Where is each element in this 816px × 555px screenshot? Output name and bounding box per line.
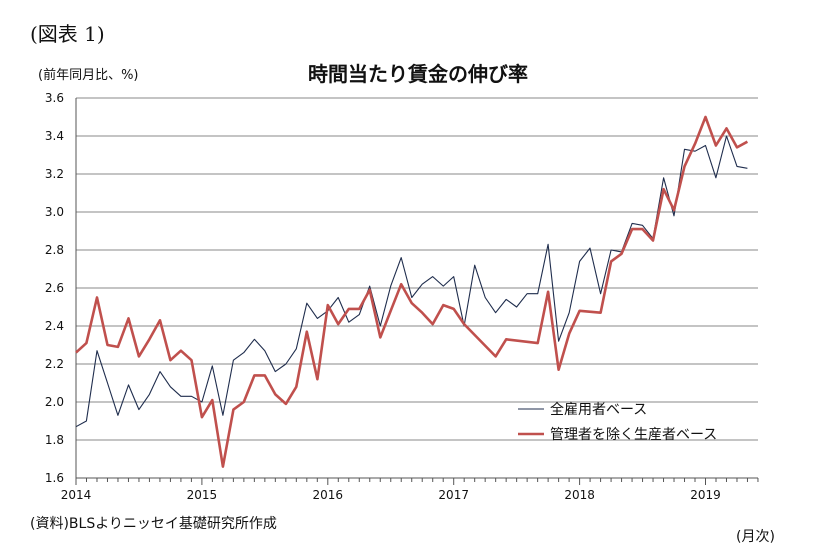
y-tick-label: 2.0 <box>45 395 64 409</box>
source-note: (資料)BLSよりニッセイ基礎研究所作成 <box>30 516 277 532</box>
y-tick-label: 1.8 <box>45 433 64 447</box>
y-tick-label: 2.8 <box>45 243 64 257</box>
x-tick-label: 2019 <box>690 488 721 502</box>
y-tick-label: 3.0 <box>45 205 64 219</box>
x-tick-labels: 2014 2015 2016 2017 2018 2019 <box>61 488 721 502</box>
y-tick-label: 3.6 <box>45 91 64 105</box>
y-tick-label: 1.6 <box>45 471 64 485</box>
y-tick-label: 2.4 <box>45 319 64 333</box>
grid-lines <box>76 97 758 479</box>
series-line-1 <box>75 135 748 428</box>
chart-title: 時間当たり賃金の伸び率 <box>308 62 528 86</box>
y-tick-label: 3.4 <box>45 129 64 143</box>
series-lines <box>75 115 749 468</box>
legend-label-2: 管理者を除く生産者ベース <box>550 427 717 443</box>
legend-label-1: 全雇用者ベース <box>550 401 647 418</box>
axes <box>75 98 759 485</box>
x-tick-label: 2017 <box>438 488 469 502</box>
x-tick-label: 2016 <box>313 488 344 502</box>
figure-label: (図表 1) <box>30 22 105 46</box>
series-line-2 <box>75 115 749 468</box>
y-axis-unit-label: (前年同月比、%) <box>38 68 139 83</box>
x-tick-label: 2018 <box>564 488 595 502</box>
y-tick-label: 3.2 <box>45 167 64 181</box>
x-tick-label: 2014 <box>61 488 92 502</box>
x-axis-unit-label: (月次) <box>736 529 775 545</box>
x-tick-label: 2015 <box>187 488 218 502</box>
y-tick-labels: 1.6 1.8 2.0 2.2 2.4 2.6 2.8 3.0 3.2 3.4 3.6 <box>45 91 64 485</box>
y-tick-label: 2.2 <box>45 357 64 371</box>
y-tick-label: 2.6 <box>45 281 64 295</box>
